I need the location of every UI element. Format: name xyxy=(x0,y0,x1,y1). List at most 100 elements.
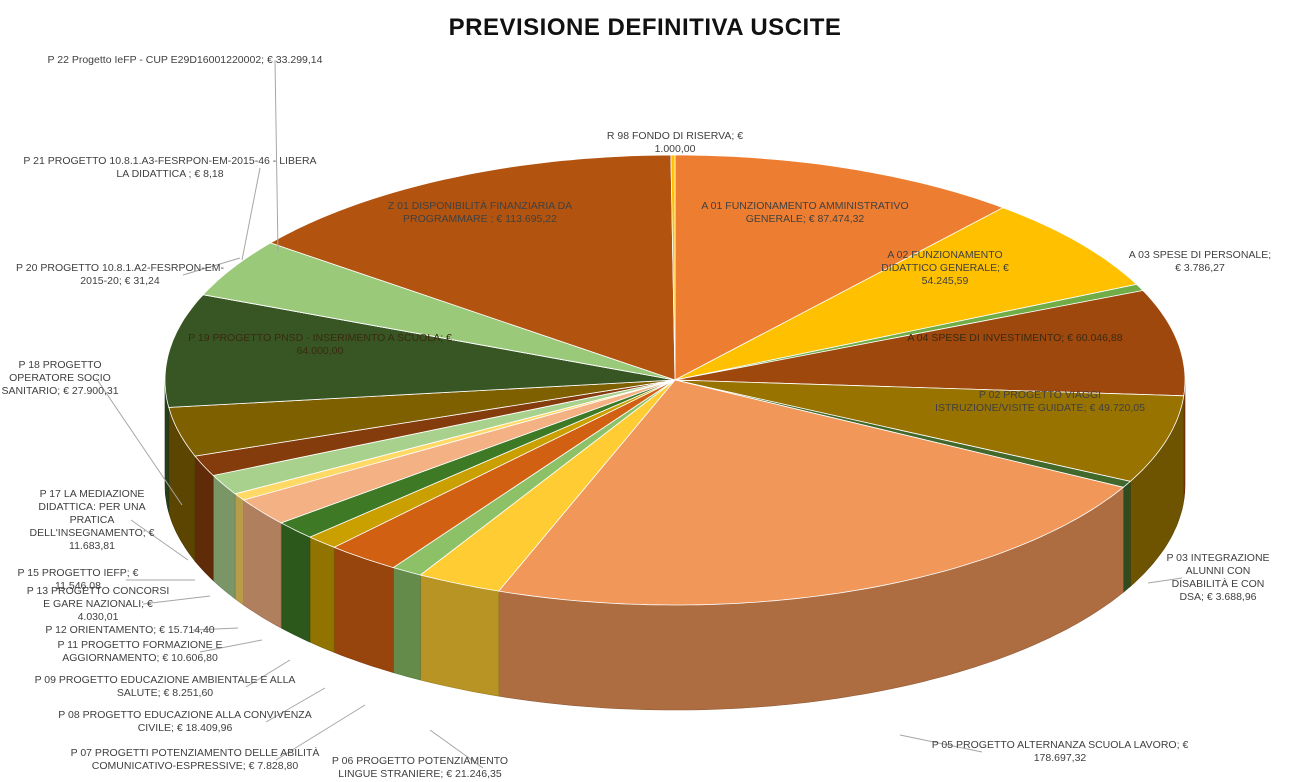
data-label-text: R 98 FONDO DI RISERVA; € 1.000,00 xyxy=(590,130,760,156)
data-label: P 22 Progetto IeFP - CUP E29D16001220002… xyxy=(35,30,335,90)
data-label-text: A 03 SPESE DI PERSONALE; € 3.786,27 xyxy=(1125,249,1275,275)
data-label-text: A 02 FUNZIONAMENTO DIDATTICO GENERALE; €… xyxy=(865,249,1025,288)
category-name: P 13 PROGETTO CONCORSI E GARE NAZIONALI; xyxy=(26,584,170,610)
leader-line xyxy=(192,627,239,631)
data-label-text: P 05 PROGETTO ALTERNANZA SCUOLA LAVORO; … xyxy=(930,739,1190,765)
value-label: € 27.900,31 xyxy=(63,384,119,397)
data-label: P 08 PROGETTO EDUCAZIONE ALLA CONVIVENZA… xyxy=(50,692,320,752)
category-name: P 19 PROGETTO PNSD - INSERIMENTO A SCUOL… xyxy=(188,332,444,344)
category-name: P 15 PROGETTO IEFP; xyxy=(17,567,130,579)
data-label: P 05 PROGETTO ALTERNANZA SCUOLA LAVORO; … xyxy=(930,722,1190,782)
slice xyxy=(280,379,676,538)
value-label: € 15.714,40 xyxy=(159,623,215,636)
value-label: € 113.695,22 xyxy=(496,213,557,225)
category-name: A 01 FUNZIONAMENTO AMMINISTRATIVO GENERA… xyxy=(701,200,909,225)
data-label: P 17 LA MEDIAZIONE DIDATTICA: PER UNA PR… xyxy=(27,488,157,553)
data-label: P 21 PROGETTO 10.8.1.A3-FESRPON-EM-2015-… xyxy=(20,138,320,198)
slice-side xyxy=(333,546,394,674)
value-label: € 33.299,14 xyxy=(267,53,323,66)
slice xyxy=(670,154,676,381)
category-name: P 17 LA MEDIAZIONE DIDATTICA: PER UNA PR… xyxy=(29,487,146,539)
leader-line xyxy=(274,59,279,253)
slice xyxy=(212,379,676,495)
data-label: P 06 PROGETTO POTENZIAMENTO LINGUE STRAN… xyxy=(315,738,525,782)
category-name: P 12 ORIENTAMENTO; xyxy=(45,623,157,636)
data-label-text: A 01 FUNZIONAMENTO AMMINISTRATIVO GENERA… xyxy=(690,200,920,226)
value-label: € 31,24 xyxy=(124,275,160,287)
slice xyxy=(674,379,1185,482)
data-label-text: P 09 PROGETTO EDUCAZIONE AMBIENTALE E AL… xyxy=(30,674,300,700)
data-label: A 03 SPESE DI PERSONALE; € 3.786,27 xyxy=(1125,232,1275,292)
leader-line xyxy=(245,659,291,688)
category-name: P 03 INTEGRAZIONE ALUNNI CON DISABILITÀ … xyxy=(1166,552,1270,603)
category-name: P 22 Progetto IeFP - CUP E29D16001220002… xyxy=(47,53,265,66)
data-label: P 07 PROGETTI POTENZIAMENTO DELLE ABILIT… xyxy=(60,730,330,782)
data-label: P 19 PROGETTO PNSD - INSERIMENTO A SCUOL… xyxy=(180,315,460,375)
leader-line xyxy=(265,687,326,723)
slice xyxy=(242,379,676,524)
value-label: € 8,18 xyxy=(194,168,224,180)
data-label-text: P 06 PROGETTO POTENZIAMENTO LINGUE STRAN… xyxy=(315,755,525,781)
leader-line xyxy=(95,377,183,506)
category-name: P 09 PROGETTO EDUCAZIONE AMBIENTALE E AL… xyxy=(34,674,296,699)
slice-side xyxy=(212,474,236,600)
value-label: € 21.246,35 xyxy=(446,768,502,780)
slice xyxy=(497,379,1125,606)
chart-title: PREVISIONE DEFINITIVA USCITE xyxy=(448,14,842,41)
leader-line xyxy=(241,167,261,261)
leader-line xyxy=(1147,577,1183,584)
leader-line xyxy=(130,519,189,561)
data-label-text: P 13 PROGETTO CONCORSI E GARE NAZIONALI;… xyxy=(23,585,173,624)
slice-side xyxy=(194,455,214,582)
slice xyxy=(168,379,676,457)
slice-side xyxy=(234,493,244,606)
slice xyxy=(269,154,676,381)
category-name: P 07 PROGETTI POTENZIAMENTO DELLE ABILIT… xyxy=(70,747,320,772)
value-label: € 60.046,88 xyxy=(1067,331,1123,344)
slice-side xyxy=(309,536,335,653)
slice xyxy=(674,207,1138,381)
category-name: A 02 FUNZIONAMENTO DIDATTICO GENERALE; xyxy=(881,248,1003,274)
value-label: € 18.409,96 xyxy=(176,722,233,734)
category-name: P 08 PROGETTO EDUCAZIONE ALLA CONVIVENZA… xyxy=(58,709,312,734)
value-label: € 64.000,00 xyxy=(296,332,452,357)
data-label: P 15 PROGETTO IEFP; € 11.546,08 xyxy=(0,550,158,610)
value-label: € 10.606,80 xyxy=(162,652,218,664)
data-label: P 13 PROGETTO CONCORSI E GARE NAZIONALI;… xyxy=(23,574,173,634)
data-label-text: P 22 Progetto IeFP - CUP E29D16001220002… xyxy=(48,54,323,67)
value-label: € 49.720,05 xyxy=(1089,402,1145,414)
category-name: P 11 PROGETTO FORMAZIONE E AGGIORNAMENTO… xyxy=(57,639,223,664)
data-label: Z 01 DISPONIBILITÀ FINANZIARIA DA PROGRA… xyxy=(365,183,595,243)
leader-line xyxy=(275,704,366,761)
value-label: € 1.000,00 xyxy=(654,130,744,155)
slice xyxy=(333,379,676,569)
data-label: A 01 FUNZIONAMENTO AMMINISTRATIVO GENERA… xyxy=(690,183,920,243)
slice-side xyxy=(1123,480,1131,593)
data-label-text: P 17 LA MEDIAZIONE DIDATTICA: PER UNA PR… xyxy=(27,488,157,553)
slice-side xyxy=(420,574,499,697)
category-name: P 06 PROGETTO POTENZIAMENTO LINGUE STRAN… xyxy=(331,755,509,780)
slice-side xyxy=(393,567,421,681)
value-label: € 3.688,96 xyxy=(1206,591,1257,603)
data-label: P 18 PROGETTO OPERATORE SOCIO SANITARIO;… xyxy=(0,348,120,408)
data-label-text: P 20 PROGETTO 10.8.1.A2-FESRPON-EM-2015-… xyxy=(15,262,225,288)
value-label: € 178.697,32 xyxy=(1033,739,1189,764)
data-label-text: P 19 PROGETTO PNSD - INSERIMENTO A SCUOL… xyxy=(180,332,460,358)
leader-line xyxy=(899,734,983,753)
slice xyxy=(674,290,1186,397)
slice xyxy=(674,154,1004,381)
data-label: P 12 ORIENTAMENTO; € 15.714,40 xyxy=(25,600,235,660)
category-name: P 20 PROGETTO 10.8.1.A2-FESRPON-EM-2015-… xyxy=(16,262,224,287)
data-label: P 11 PROGETTO FORMAZIONE E AGGIORNAMENTO… xyxy=(40,622,240,682)
category-name: P 02 PROGETTO VIAGGI ISTRUZIONE/VISITE G… xyxy=(935,389,1102,414)
data-label-text: P 02 PROGETTO VIAGGI ISTRUZIONE/VISITE G… xyxy=(930,389,1150,415)
category-name: A 03 SPESE DI PERSONALE; xyxy=(1128,249,1272,261)
data-label: A 02 FUNZIONAMENTO DIDATTICO GENERALE; €… xyxy=(865,238,1025,298)
slice xyxy=(419,379,676,592)
data-label-text: P 08 PROGETTO EDUCAZIONE ALLA CONVIVENZA… xyxy=(50,709,320,735)
category-name: P 05 PROGETTO ALTERNANZA SCUOLA LAVORO; xyxy=(931,739,1180,751)
data-label: R 98 FONDO DI RISERVA; € 1.000,00 xyxy=(590,113,760,173)
data-label-text: P 07 PROGETTI POTENZIAMENTO DELLE ABILIT… xyxy=(60,747,330,773)
slice xyxy=(202,242,676,381)
value-label: € 8.251,60 xyxy=(163,687,214,699)
